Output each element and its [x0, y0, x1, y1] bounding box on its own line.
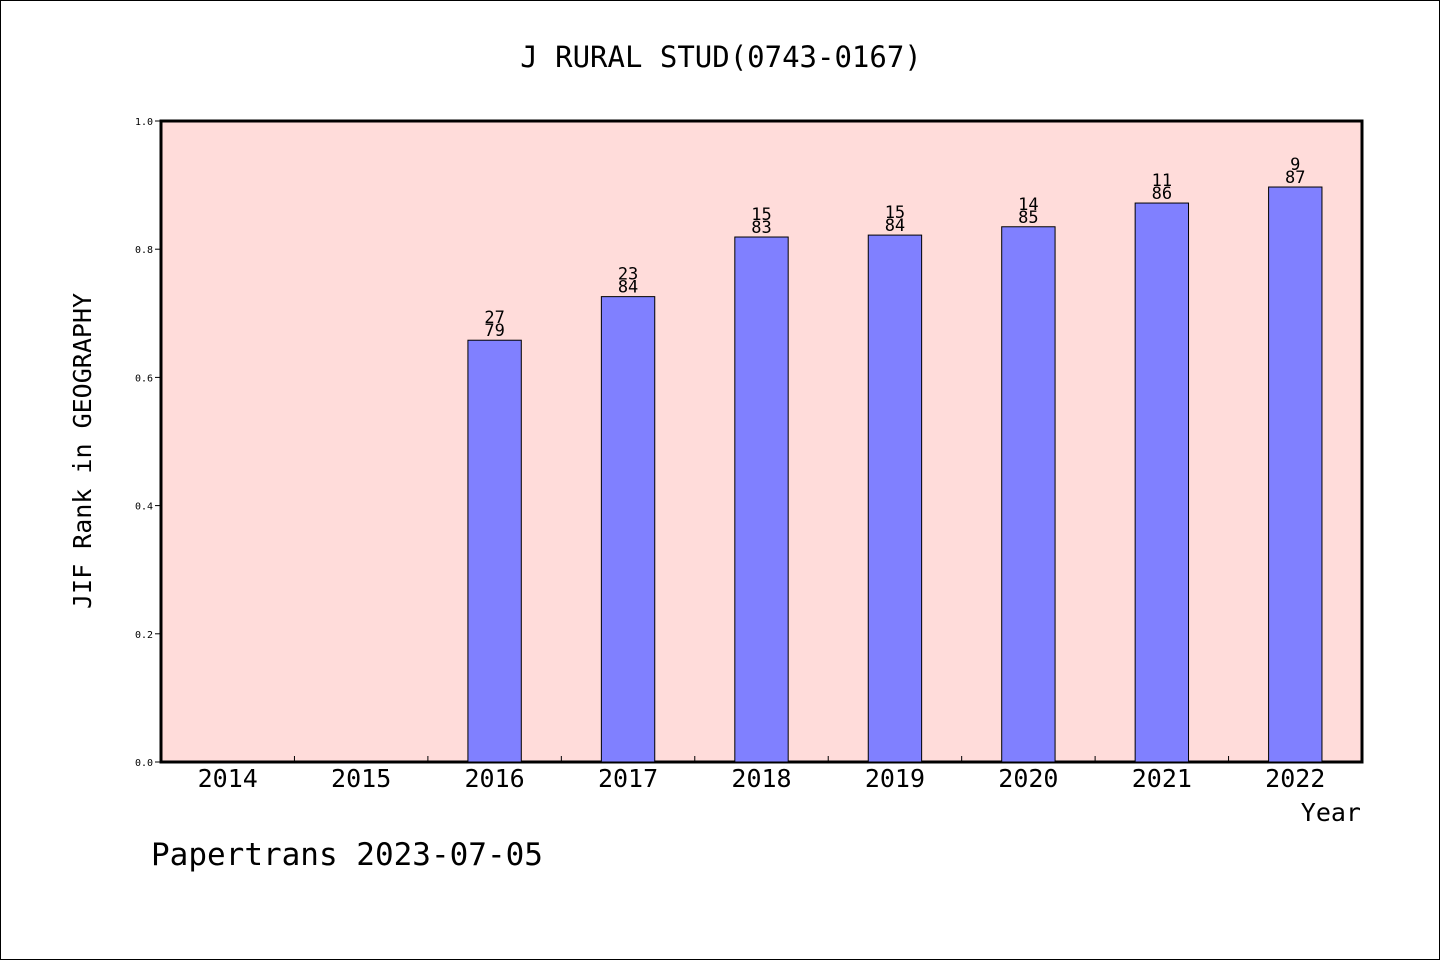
y-tick-label: 1.0	[135, 117, 153, 128]
x-tick-label: 2022	[1265, 764, 1325, 793]
y-tick-label: 0.2	[135, 630, 153, 641]
bar-total-label: 85	[1018, 208, 1038, 228]
bar-rank-label: 27	[484, 308, 504, 328]
bar-total-label: 79	[484, 321, 504, 341]
x-tick-label: 2015	[331, 764, 391, 793]
bar-rank-label: 15	[751, 205, 771, 225]
x-tick-label: 2016	[465, 764, 525, 793]
bar-2021	[1134, 202, 1190, 763]
bar-2019	[867, 234, 923, 763]
bar-rank-label: 23	[618, 265, 638, 285]
bar-2022	[1268, 186, 1323, 763]
bar-rank-label: 11	[1152, 171, 1172, 191]
bar-total-label: 83	[751, 218, 771, 238]
x-tick-label: 2020	[998, 764, 1058, 793]
bar-total-label: 84	[618, 278, 638, 298]
y-tick-label: 0.8	[135, 245, 153, 256]
x-axis: 2014 2015 2016 2017 2018 2019 2020 2021 2022	[198, 756, 1325, 793]
y-tick-label: 0.4	[135, 502, 153, 513]
bars-group	[467, 186, 1323, 763]
y-tick-label: 0.0	[135, 758, 153, 769]
x-tick-label: 2014	[198, 764, 258, 793]
bar-2017	[600, 296, 656, 763]
footer-text: Papertrans 2023-07-05	[151, 837, 543, 873]
y-axis-label: JIF Rank in GEOGRAPHY	[68, 293, 97, 609]
bar-2020	[1001, 226, 1056, 763]
bar-total-label: 84	[885, 216, 905, 236]
chart-title: J RURAL STUD(0743-0167)	[520, 40, 922, 74]
x-tick-label: 2021	[1132, 764, 1192, 793]
y-axis: 0.0 0.2 0.4 0.6 0.8 1.0	[135, 117, 161, 769]
bar-2016	[467, 339, 522, 763]
bar-total-label: 87	[1285, 168, 1305, 188]
bar-rank-label: 14	[1018, 195, 1038, 215]
bar-rank-label: 9	[1290, 155, 1300, 175]
y-tick-label: 0.6	[135, 373, 153, 384]
x-tick-label: 2019	[865, 764, 925, 793]
x-axis-label: Year	[1301, 798, 1361, 827]
bar-rank-label: 15	[885, 203, 905, 223]
bar-total-label: 86	[1152, 184, 1172, 204]
bar-2018	[734, 236, 789, 763]
x-tick-label: 2017	[598, 764, 658, 793]
x-tick-label: 2018	[731, 764, 791, 793]
